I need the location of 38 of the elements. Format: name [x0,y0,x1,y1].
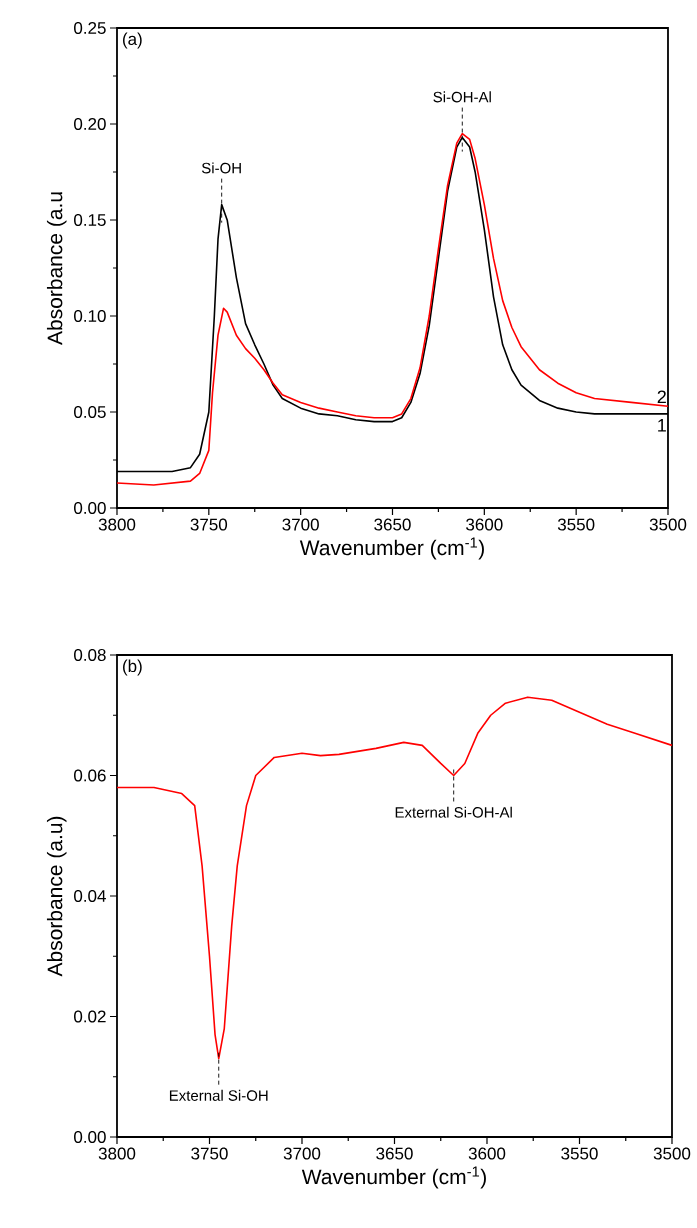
y-tick-label: 0.10 [74,309,106,323]
y-tick-label: 0.04 [74,889,106,903]
series-label: 1 [658,419,666,432]
x-tick-label: 3700 [283,1147,321,1160]
y-axis-title: Absorbance (a.u [46,192,67,345]
y-tick-label: 0.02 [74,1010,106,1023]
x-tick-label: 3750 [191,1147,228,1160]
x-tick-label: 3600 [468,1147,506,1160]
x-tick-label: 3800 [98,1147,136,1160]
y-tick-label: 0.15 [74,213,106,227]
x-tick-label: 3500 [649,518,687,531]
y-tick-label: 0.00 [74,1130,106,1144]
annotation: Si-OH [201,162,241,174]
x-tick-label: 3650 [374,518,411,531]
x-tick-label: 3500 [653,1147,691,1160]
annotation: External Si-OH [169,1089,268,1101]
y-axis-title: Absorbance (a.u) [46,816,67,977]
y-tick-label: 0.25 [74,21,106,35]
x-tick-label: 3650 [376,1147,413,1160]
y-tick-label: 0.00 [74,501,106,515]
x-tick-label: 3750 [190,518,228,531]
annotation: Si-OH-Al [433,91,491,103]
x-tick-label: 3550 [557,518,595,531]
series-label: 2 [657,390,666,404]
y-tick-label: 0.05 [74,405,106,419]
y-tick-label: 0.20 [74,117,106,131]
x-axis-title: Wavenumber (cm$^{-1}$) [299,537,484,560]
x-tick-label: 3550 [561,1147,598,1160]
line-series [116,696,673,1060]
chart-title: (a) [123,32,142,49]
x-tick-label: 3800 [98,518,136,531]
x-axis-title: Wavenumber (cm$^{-1}$) [301,1166,486,1189]
x-tick-label: 3600 [466,518,503,531]
y-tick-label: 0.08 [74,648,106,662]
x-tick-label: 3700 [282,518,319,531]
y-tick-label: 0.06 [74,769,106,782]
chart-title: (b) [123,659,142,676]
annotation: External Si-OH-Al [395,806,512,818]
